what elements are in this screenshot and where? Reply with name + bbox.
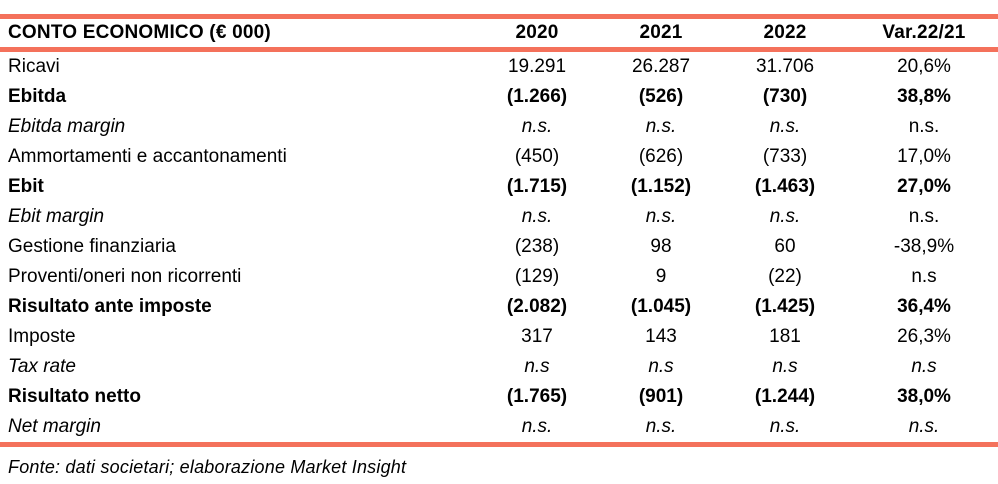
cell-value: (1.266) — [506, 86, 568, 107]
cell-value: (1.425) — [754, 296, 816, 317]
cell-value: n.s. — [769, 206, 801, 227]
table-row: Ebitda margin n.s. n.s. n.s. n.s. — [0, 112, 998, 142]
cell-value: n.s. — [521, 206, 553, 227]
row-label: Ricavi — [8, 56, 60, 77]
cell-value: n.s. — [645, 416, 677, 437]
table-title: CONTO ECONOMICO (€ 000) — [8, 22, 271, 43]
cell-value: n.s. — [521, 116, 553, 137]
top-rule — [0, 14, 998, 19]
cell-value: n.s. — [521, 416, 553, 437]
cell-value: 31.706 — [755, 56, 815, 77]
cell-value: 26,3% — [897, 326, 951, 347]
cell-value: n.s — [911, 356, 937, 377]
cell-value: n.s. — [908, 116, 940, 137]
table-row: Ebit margin n.s. n.s. n.s. n.s. — [0, 202, 998, 232]
table-row: Net margin n.s. n.s. n.s. n.s. — [0, 412, 998, 442]
cell-value: n.s. — [769, 416, 801, 437]
column-header-var: Var.22/21 — [882, 22, 966, 43]
table-row: Gestione finanziaria (238) 98 60 -38,9% — [0, 232, 998, 262]
table-row: Risultato netto (1.765) (901) (1.244) 38,0% — [0, 382, 998, 412]
column-header-2022: 2022 — [763, 22, 807, 43]
cell-value: (730) — [762, 86, 808, 107]
column-header-2021: 2021 — [639, 22, 683, 43]
cell-value: n.s — [772, 356, 798, 377]
cell-value: (626) — [638, 146, 684, 167]
cell-value: 26.287 — [631, 56, 691, 77]
cell-value: (2.082) — [506, 296, 568, 317]
cell-value: n.s. — [645, 206, 677, 227]
cell-value: (238) — [514, 236, 560, 257]
table-row: Ebitda (1.266) (526) (730) 38,8% — [0, 82, 998, 112]
row-label: Tax rate — [8, 356, 76, 377]
cell-value: 98 — [650, 236, 672, 257]
cell-value: 317 — [521, 326, 553, 347]
cell-value: (22) — [768, 266, 802, 287]
cell-value: (901) — [638, 386, 684, 407]
cell-value: n.s — [911, 266, 937, 287]
bottom-rule — [0, 442, 998, 447]
cell-value: (129) — [514, 266, 560, 287]
cell-value: 181 — [769, 326, 801, 347]
cell-value: (526) — [638, 86, 684, 107]
row-label: Risultato ante imposte — [8, 296, 212, 317]
cell-value: 17,0% — [897, 146, 951, 167]
row-label: Net margin — [8, 416, 101, 437]
cell-value: 60 — [774, 236, 796, 257]
cell-value: (1.463) — [754, 176, 816, 197]
row-label: Ebitda margin — [8, 116, 126, 137]
cell-value: 9 — [655, 266, 667, 287]
cell-value: 143 — [645, 326, 677, 347]
row-label: Gestione finanziaria — [8, 236, 176, 257]
cell-value: 38,0% — [897, 386, 951, 407]
table-row: Ricavi 19.291 26.287 31.706 20,6% — [0, 52, 998, 82]
column-header-2020: 2020 — [515, 22, 559, 43]
table-row: Proventi/oneri non ricorrenti (129) 9 (22) n… — [0, 262, 998, 292]
cell-value: -38,9% — [893, 236, 955, 257]
cell-value: (1.045) — [630, 296, 692, 317]
table-row: Imposte 317 143 181 26,3% — [0, 322, 998, 352]
header-rule — [0, 47, 998, 52]
source-note: Fonte: dati societari; elaborazione Mark… — [8, 457, 407, 477]
row-label: Ebit — [8, 176, 44, 197]
cell-value: 20,6% — [897, 56, 951, 77]
cell-value: (733) — [762, 146, 808, 167]
cell-value: 27,0% — [897, 176, 951, 197]
row-label: Ebit margin — [8, 206, 105, 227]
table-row: Ebit (1.715) (1.152) (1.463) 27,0% — [0, 172, 998, 202]
table-header: CONTO ECONOMICO (€ 000) 2020 2021 2022 V… — [0, 19, 998, 47]
row-label: Ammortamenti e accantonamenti — [8, 146, 287, 167]
table-body: Ricavi 19.291 26.287 31.706 20,6% Ebitda (1.26… — [0, 52, 998, 442]
cell-value: n.s. — [908, 416, 940, 437]
cell-value: (1.244) — [754, 386, 816, 407]
cell-value: (1.765) — [506, 386, 568, 407]
cell-value: 36,4% — [897, 296, 951, 317]
table-row: Ammortamenti e accantonamenti (450) (626) (… — [0, 142, 998, 172]
cell-value: 19.291 — [507, 56, 567, 77]
row-label: Risultato netto — [8, 386, 141, 407]
cell-value: 38,8% — [897, 86, 951, 107]
table-row: Tax rate n.s n.s n.s n.s — [0, 352, 998, 382]
cell-value: n.s. — [645, 116, 677, 137]
cell-value: n.s — [648, 356, 674, 377]
cell-value: (450) — [514, 146, 560, 167]
cell-value: (1.152) — [630, 176, 692, 197]
row-label: Imposte — [8, 326, 76, 347]
cell-value: (1.715) — [506, 176, 568, 197]
cell-value: n.s. — [908, 206, 940, 227]
cell-value: n.s. — [769, 116, 801, 137]
cell-value: n.s — [524, 356, 550, 377]
row-label: Ebitda — [8, 86, 67, 107]
row-label: Proventi/oneri non ricorrenti — [8, 266, 242, 287]
table-row: Risultato ante imposte (2.082) (1.045) (1.4… — [0, 292, 998, 322]
